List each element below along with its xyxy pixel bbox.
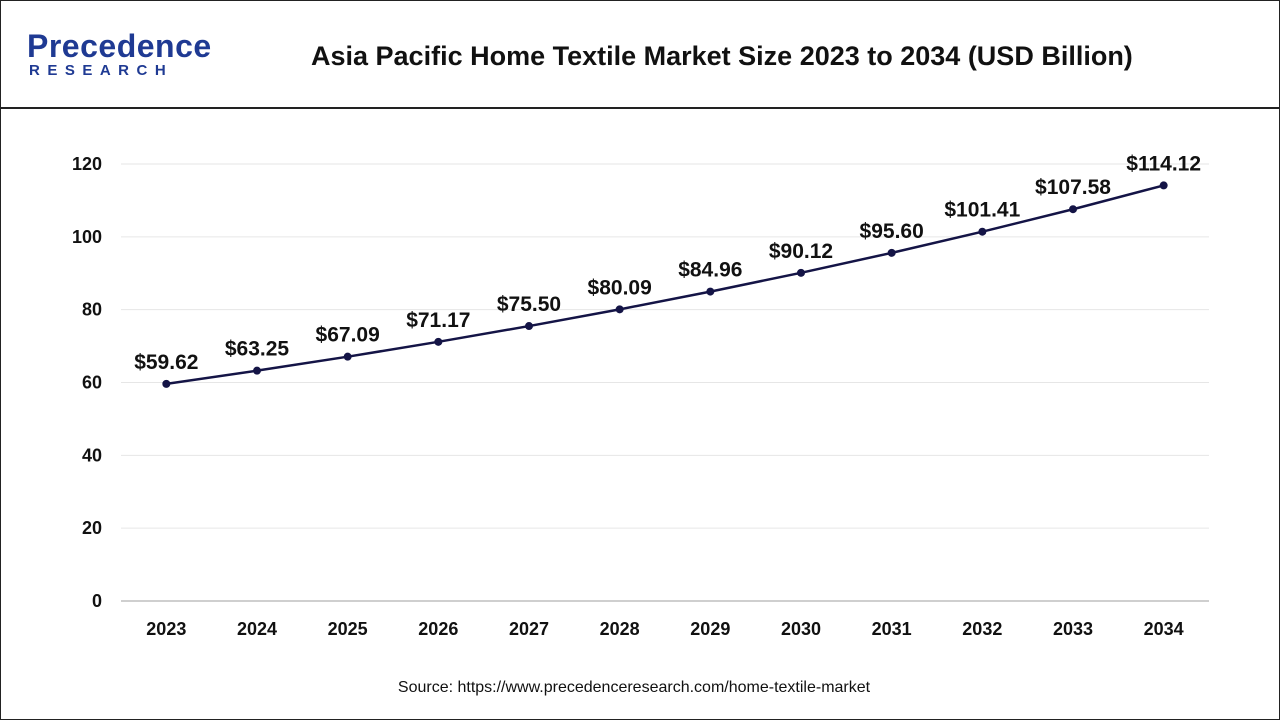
data-label: $84.96 (678, 259, 742, 282)
x-tick-label: 2032 (962, 619, 1002, 639)
header: Precedence RESEARCH Asia Pacific Home Te… (1, 1, 1279, 109)
y-axis: 0 20 40 60 80 100 120 (72, 154, 102, 611)
x-axis: 2023 2024 2025 2026 2027 2028 2029 2030 2031 2032… (121, 600, 1209, 639)
x-tick-label: 2034 (1144, 619, 1184, 639)
data-point (525, 322, 533, 331)
data-label: $95.60 (860, 220, 924, 243)
data-label: $80.09 (588, 276, 652, 299)
data-point (253, 366, 261, 375)
series-layer (162, 181, 1168, 388)
data-label: $67.09 (316, 324, 380, 347)
x-tick-label: 2031 (872, 619, 912, 639)
data-point (343, 352, 352, 361)
data-label: $107.58 (1035, 176, 1111, 199)
data-label: $114.12 (1126, 152, 1201, 175)
y-tick-label: 80 (82, 300, 102, 320)
y-tick-label: 120 (72, 154, 102, 174)
y-tick-label: 0 (92, 591, 102, 611)
y-tick-label: 60 (82, 373, 102, 393)
x-tick-label: 2026 (418, 619, 458, 639)
data-label: $59.62 (134, 351, 198, 374)
x-tick-label: 2023 (146, 619, 186, 639)
x-tick-label: 2029 (690, 619, 730, 639)
y-tick-label: 100 (72, 227, 102, 247)
source-note: Source: https://www.precedenceresearch.c… (397, 679, 871, 696)
data-point (1159, 181, 1168, 190)
logo-text: Precedence (27, 28, 212, 64)
logo-subtext: RESEARCH (29, 62, 174, 79)
data-label: $71.17 (406, 309, 470, 332)
x-tick-label: 2024 (237, 619, 277, 639)
data-label: $63.25 (225, 338, 290, 361)
x-tick-label: 2025 (328, 619, 368, 639)
precedence-research-logo: Precedence RESEARCH (23, 27, 223, 83)
data-labels: $59.62 $63.25 $67.09 $71.17 $75.50 $80.09 $84.… (134, 152, 1201, 373)
x-tick-label: 2033 (1053, 619, 1093, 639)
grid-lines (121, 163, 1209, 529)
x-tick-label: 2030 (781, 619, 821, 639)
data-point (162, 379, 171, 388)
data-point (434, 337, 443, 346)
data-point (615, 305, 624, 314)
data-label: $75.50 (497, 293, 561, 316)
chart-title: Asia Pacific Home Textile Market Size 20… (311, 41, 1133, 71)
data-point (1069, 205, 1077, 214)
series-line (166, 184, 1164, 386)
y-tick-label: 20 (82, 518, 102, 538)
x-tick-label: 2028 (600, 619, 640, 639)
data-point (706, 287, 715, 296)
data-point (887, 248, 896, 257)
y-tick-label: 40 (82, 445, 102, 465)
x-tick-label: 2027 (509, 619, 549, 639)
data-label: $90.12 (769, 240, 833, 263)
data-point (797, 268, 805, 277)
data-label: $101.41 (944, 199, 1020, 222)
data-point (978, 227, 987, 236)
